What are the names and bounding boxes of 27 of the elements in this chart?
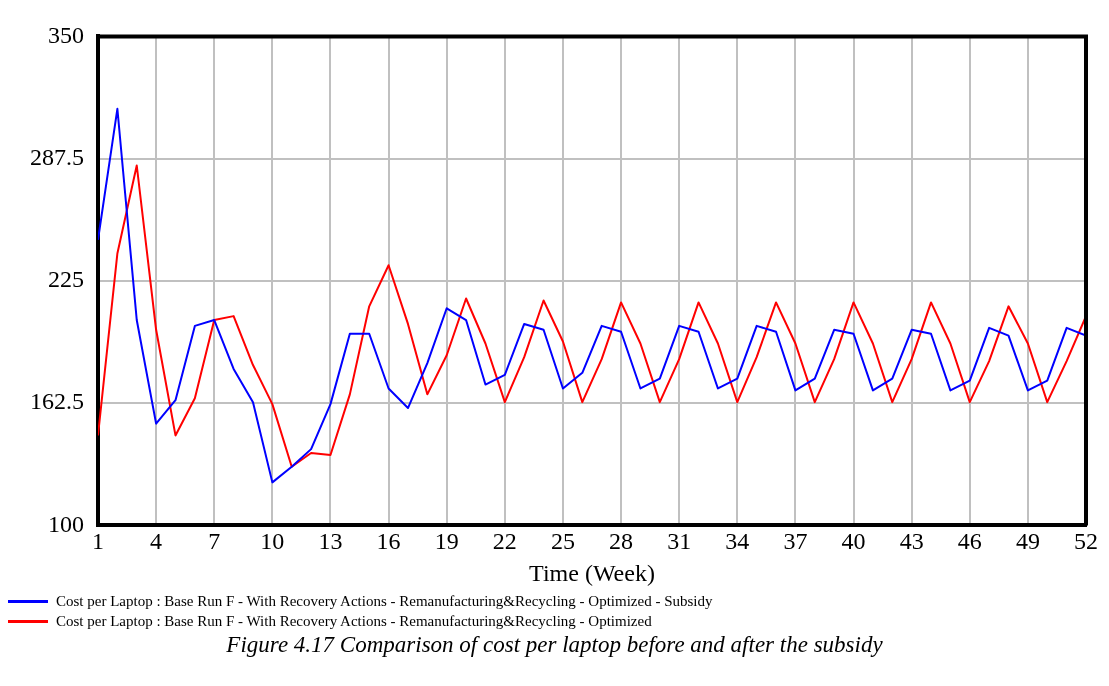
- x-tick-label: 34: [725, 528, 750, 555]
- x-tick-label: 25: [550, 528, 575, 555]
- x-tick-label: 46: [957, 528, 982, 555]
- legend-label: Cost per Laptop : Base Run F - With Recovery Actions - Remanufacturing&Recycling - Optimized: [56, 613, 652, 630]
- x-tick-label: 10: [260, 528, 285, 555]
- x-tick-label: 22: [492, 528, 517, 555]
- x-tick-label: 43: [899, 528, 924, 555]
- x-tick-label: 19: [434, 528, 459, 555]
- legend-label: Cost per Laptop : Base Run F - With Recovery Actions - Remanufacturing&Recycling - Optimized - Subsidy: [56, 593, 713, 610]
- x-tick-label: 49: [1015, 528, 1040, 555]
- y-tick-label: 162.5: [30, 388, 84, 415]
- y-tick-label: 100: [48, 510, 84, 537]
- x-tick-label: 4: [150, 528, 163, 555]
- x-tick-label: 37: [783, 528, 808, 555]
- x-tick-label: 28: [609, 528, 634, 555]
- x-tick-label: 7: [208, 528, 221, 555]
- x-tick-label: 1: [92, 528, 104, 555]
- x-tick-label: 40: [841, 528, 866, 555]
- x-tick-label: 13: [318, 528, 343, 555]
- x-tick-label: 16: [376, 528, 401, 555]
- y-tick-label: 287.5: [30, 143, 84, 170]
- y-tick-label: 350: [48, 21, 84, 48]
- x-tick-label: 52: [1074, 528, 1098, 555]
- x-tick-label: 31: [667, 528, 692, 555]
- y-tick-label: 225: [48, 266, 84, 293]
- x-axis-title: Time (Week): [529, 559, 655, 586]
- caption: Figure 4.17 Comparison of cost per laptop before and after the subsidy: [225, 632, 884, 658]
